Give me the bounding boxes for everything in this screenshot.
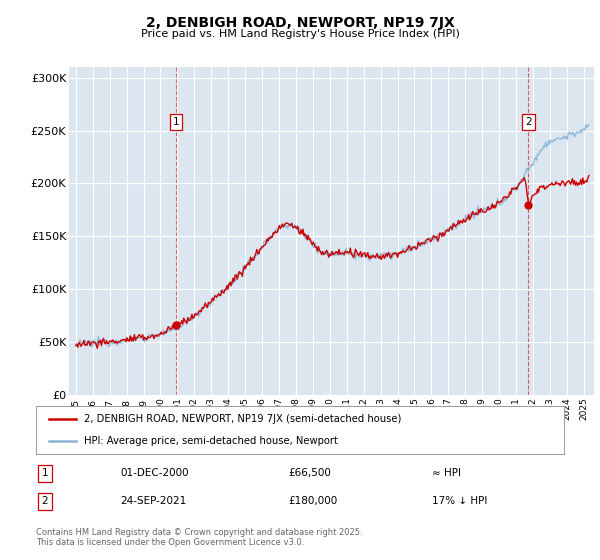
Text: 01-DEC-2000: 01-DEC-2000 — [120, 468, 188, 478]
Text: 2, DENBIGH ROAD, NEWPORT, NP19 7JX: 2, DENBIGH ROAD, NEWPORT, NP19 7JX — [146, 16, 454, 30]
Text: 1: 1 — [41, 468, 49, 478]
Text: 17% ↓ HPI: 17% ↓ HPI — [432, 496, 487, 506]
Text: 1: 1 — [173, 117, 179, 127]
Text: Contains HM Land Registry data © Crown copyright and database right 2025.
This d: Contains HM Land Registry data © Crown c… — [36, 528, 362, 547]
Text: 2, DENBIGH ROAD, NEWPORT, NP19 7JX (semi-detached house): 2, DENBIGH ROAD, NEWPORT, NP19 7JX (semi… — [83, 414, 401, 424]
Text: ≈ HPI: ≈ HPI — [432, 468, 461, 478]
Text: £180,000: £180,000 — [288, 496, 337, 506]
Text: 2: 2 — [41, 496, 49, 506]
Text: HPI: Average price, semi-detached house, Newport: HPI: Average price, semi-detached house,… — [83, 436, 337, 446]
Text: 24-SEP-2021: 24-SEP-2021 — [120, 496, 186, 506]
Text: £66,500: £66,500 — [288, 468, 331, 478]
Text: Price paid vs. HM Land Registry's House Price Index (HPI): Price paid vs. HM Land Registry's House … — [140, 29, 460, 39]
Text: 2: 2 — [525, 117, 532, 127]
